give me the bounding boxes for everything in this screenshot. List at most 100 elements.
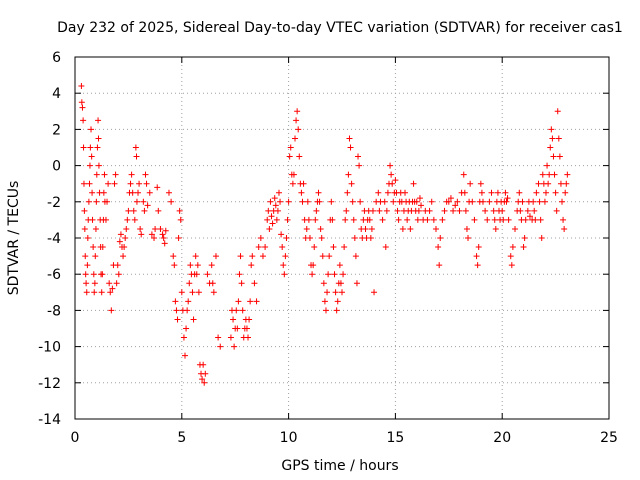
data-point	[86, 162, 93, 169]
data-point	[157, 225, 164, 232]
data-point	[209, 280, 216, 287]
data-point	[152, 225, 159, 232]
data-point	[321, 298, 328, 305]
data-point	[371, 289, 378, 296]
data-point	[384, 189, 391, 196]
data-point	[346, 135, 353, 142]
data-point	[521, 235, 528, 241]
data-point	[430, 216, 437, 223]
data-point	[416, 195, 423, 202]
data-point	[318, 235, 325, 241]
data-point	[512, 225, 519, 232]
data-point	[243, 325, 250, 332]
data-point	[113, 280, 120, 287]
data-point	[415, 207, 422, 214]
data-point	[530, 198, 537, 205]
data-point	[524, 207, 531, 214]
data-point	[436, 262, 443, 269]
data-point	[133, 198, 140, 205]
data-point	[340, 271, 347, 278]
data-point	[257, 235, 264, 241]
data-point	[245, 334, 252, 341]
data-point	[332, 289, 339, 296]
data-point	[281, 271, 288, 278]
data-point	[388, 171, 395, 178]
data-point	[545, 180, 552, 187]
data-point	[494, 189, 501, 196]
data-point	[491, 216, 498, 223]
data-point	[265, 207, 272, 214]
data-point	[140, 198, 147, 205]
data-point	[114, 262, 121, 269]
data-point	[462, 207, 469, 214]
data-point	[520, 244, 527, 251]
data-point	[315, 189, 322, 196]
data-point	[148, 231, 155, 238]
x-tick-label: 10	[280, 430, 298, 446]
data-point	[124, 216, 131, 223]
data-point	[284, 216, 291, 223]
data-point	[78, 82, 85, 89]
data-point	[173, 307, 180, 314]
data-point	[333, 307, 340, 314]
data-point	[190, 316, 197, 323]
data-point	[293, 117, 300, 124]
data-point	[112, 171, 119, 178]
data-point	[91, 280, 98, 287]
data-point	[535, 180, 542, 187]
data-point	[168, 198, 175, 205]
data-point	[217, 343, 224, 350]
data-point	[251, 280, 258, 287]
data-point	[247, 298, 254, 305]
data-point	[283, 235, 290, 241]
data-point	[175, 235, 182, 241]
data-point	[116, 238, 123, 245]
data-point	[81, 207, 88, 214]
data-point	[414, 216, 421, 223]
data-point	[390, 198, 397, 205]
data-point	[127, 180, 134, 187]
data-point	[155, 207, 162, 214]
data-point	[553, 207, 560, 214]
data-point	[375, 189, 382, 196]
data-point	[465, 235, 472, 241]
data-point	[234, 325, 241, 332]
data-point	[424, 216, 431, 223]
data-point	[394, 207, 401, 214]
y-tick-label: -2	[47, 195, 61, 211]
data-point	[187, 262, 194, 269]
data-point	[268, 213, 275, 220]
data-point	[89, 189, 96, 196]
data-point	[161, 240, 168, 247]
data-point	[159, 231, 166, 238]
data-point	[177, 216, 184, 223]
data-point	[362, 225, 369, 232]
data-point	[439, 216, 446, 223]
data-point	[522, 216, 529, 223]
data-point	[106, 280, 113, 287]
data-point	[271, 195, 278, 202]
data-point	[541, 198, 548, 205]
data-point	[477, 180, 484, 187]
data-point	[300, 180, 307, 187]
data-point	[128, 171, 135, 178]
data-point	[184, 307, 191, 314]
data-point	[133, 153, 140, 160]
data-point	[309, 271, 316, 278]
data-point	[544, 162, 551, 169]
data-point	[279, 244, 286, 251]
data-point	[286, 153, 293, 160]
data-point	[280, 262, 287, 269]
data-point	[89, 216, 96, 223]
data-point	[81, 225, 88, 232]
data-point	[83, 289, 90, 296]
data-point	[482, 207, 489, 214]
data-point	[249, 253, 256, 260]
data-point	[473, 253, 480, 260]
data-point	[192, 253, 199, 260]
data-point	[418, 202, 425, 209]
data-point	[500, 216, 507, 223]
data-point	[344, 189, 351, 196]
data-point	[136, 180, 143, 187]
data-point	[138, 231, 145, 238]
